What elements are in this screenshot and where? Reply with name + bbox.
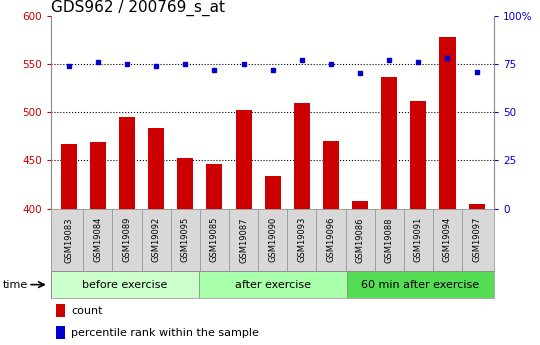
- Text: GSM19086: GSM19086: [356, 217, 364, 263]
- Text: GSM19097: GSM19097: [472, 217, 481, 263]
- Text: GSM19090: GSM19090: [268, 217, 277, 263]
- Bar: [347, 271, 494, 298]
- Bar: [352, 201, 368, 209]
- Text: GSM19091: GSM19091: [414, 217, 423, 263]
- Text: GSM19096: GSM19096: [327, 217, 335, 263]
- Text: GSM19092: GSM19092: [152, 217, 161, 263]
- Text: percentile rank within the sample: percentile rank within the sample: [71, 328, 259, 338]
- Bar: [469, 204, 484, 209]
- Text: GSM19085: GSM19085: [210, 217, 219, 263]
- Text: before exercise: before exercise: [83, 280, 168, 289]
- Text: GSM19089: GSM19089: [123, 217, 132, 263]
- Bar: [90, 142, 106, 209]
- Bar: [265, 176, 281, 209]
- Bar: [51, 271, 199, 298]
- Text: GSM19084: GSM19084: [93, 217, 103, 263]
- Text: GSM19083: GSM19083: [64, 217, 73, 263]
- Text: after exercise: after exercise: [235, 280, 310, 289]
- Bar: [440, 37, 456, 209]
- Text: GDS962 / 200769_s_at: GDS962 / 200769_s_at: [51, 0, 225, 16]
- Bar: [177, 158, 193, 209]
- Bar: [381, 77, 397, 209]
- Text: time: time: [3, 280, 28, 289]
- Bar: [410, 101, 427, 209]
- Bar: [148, 128, 164, 209]
- Bar: [61, 144, 77, 209]
- Bar: [294, 104, 310, 209]
- Text: GSM19093: GSM19093: [298, 217, 306, 263]
- Text: count: count: [71, 306, 103, 316]
- Text: GSM19087: GSM19087: [239, 217, 248, 263]
- Bar: [56, 304, 65, 317]
- Bar: [199, 271, 347, 298]
- Text: GSM19094: GSM19094: [443, 217, 452, 263]
- Text: 60 min after exercise: 60 min after exercise: [361, 280, 480, 289]
- Bar: [206, 164, 222, 209]
- Text: GSM19095: GSM19095: [181, 217, 190, 263]
- Text: GSM19088: GSM19088: [384, 217, 394, 263]
- Bar: [56, 326, 65, 339]
- Bar: [235, 110, 252, 209]
- Bar: [119, 117, 135, 209]
- Bar: [323, 141, 339, 209]
